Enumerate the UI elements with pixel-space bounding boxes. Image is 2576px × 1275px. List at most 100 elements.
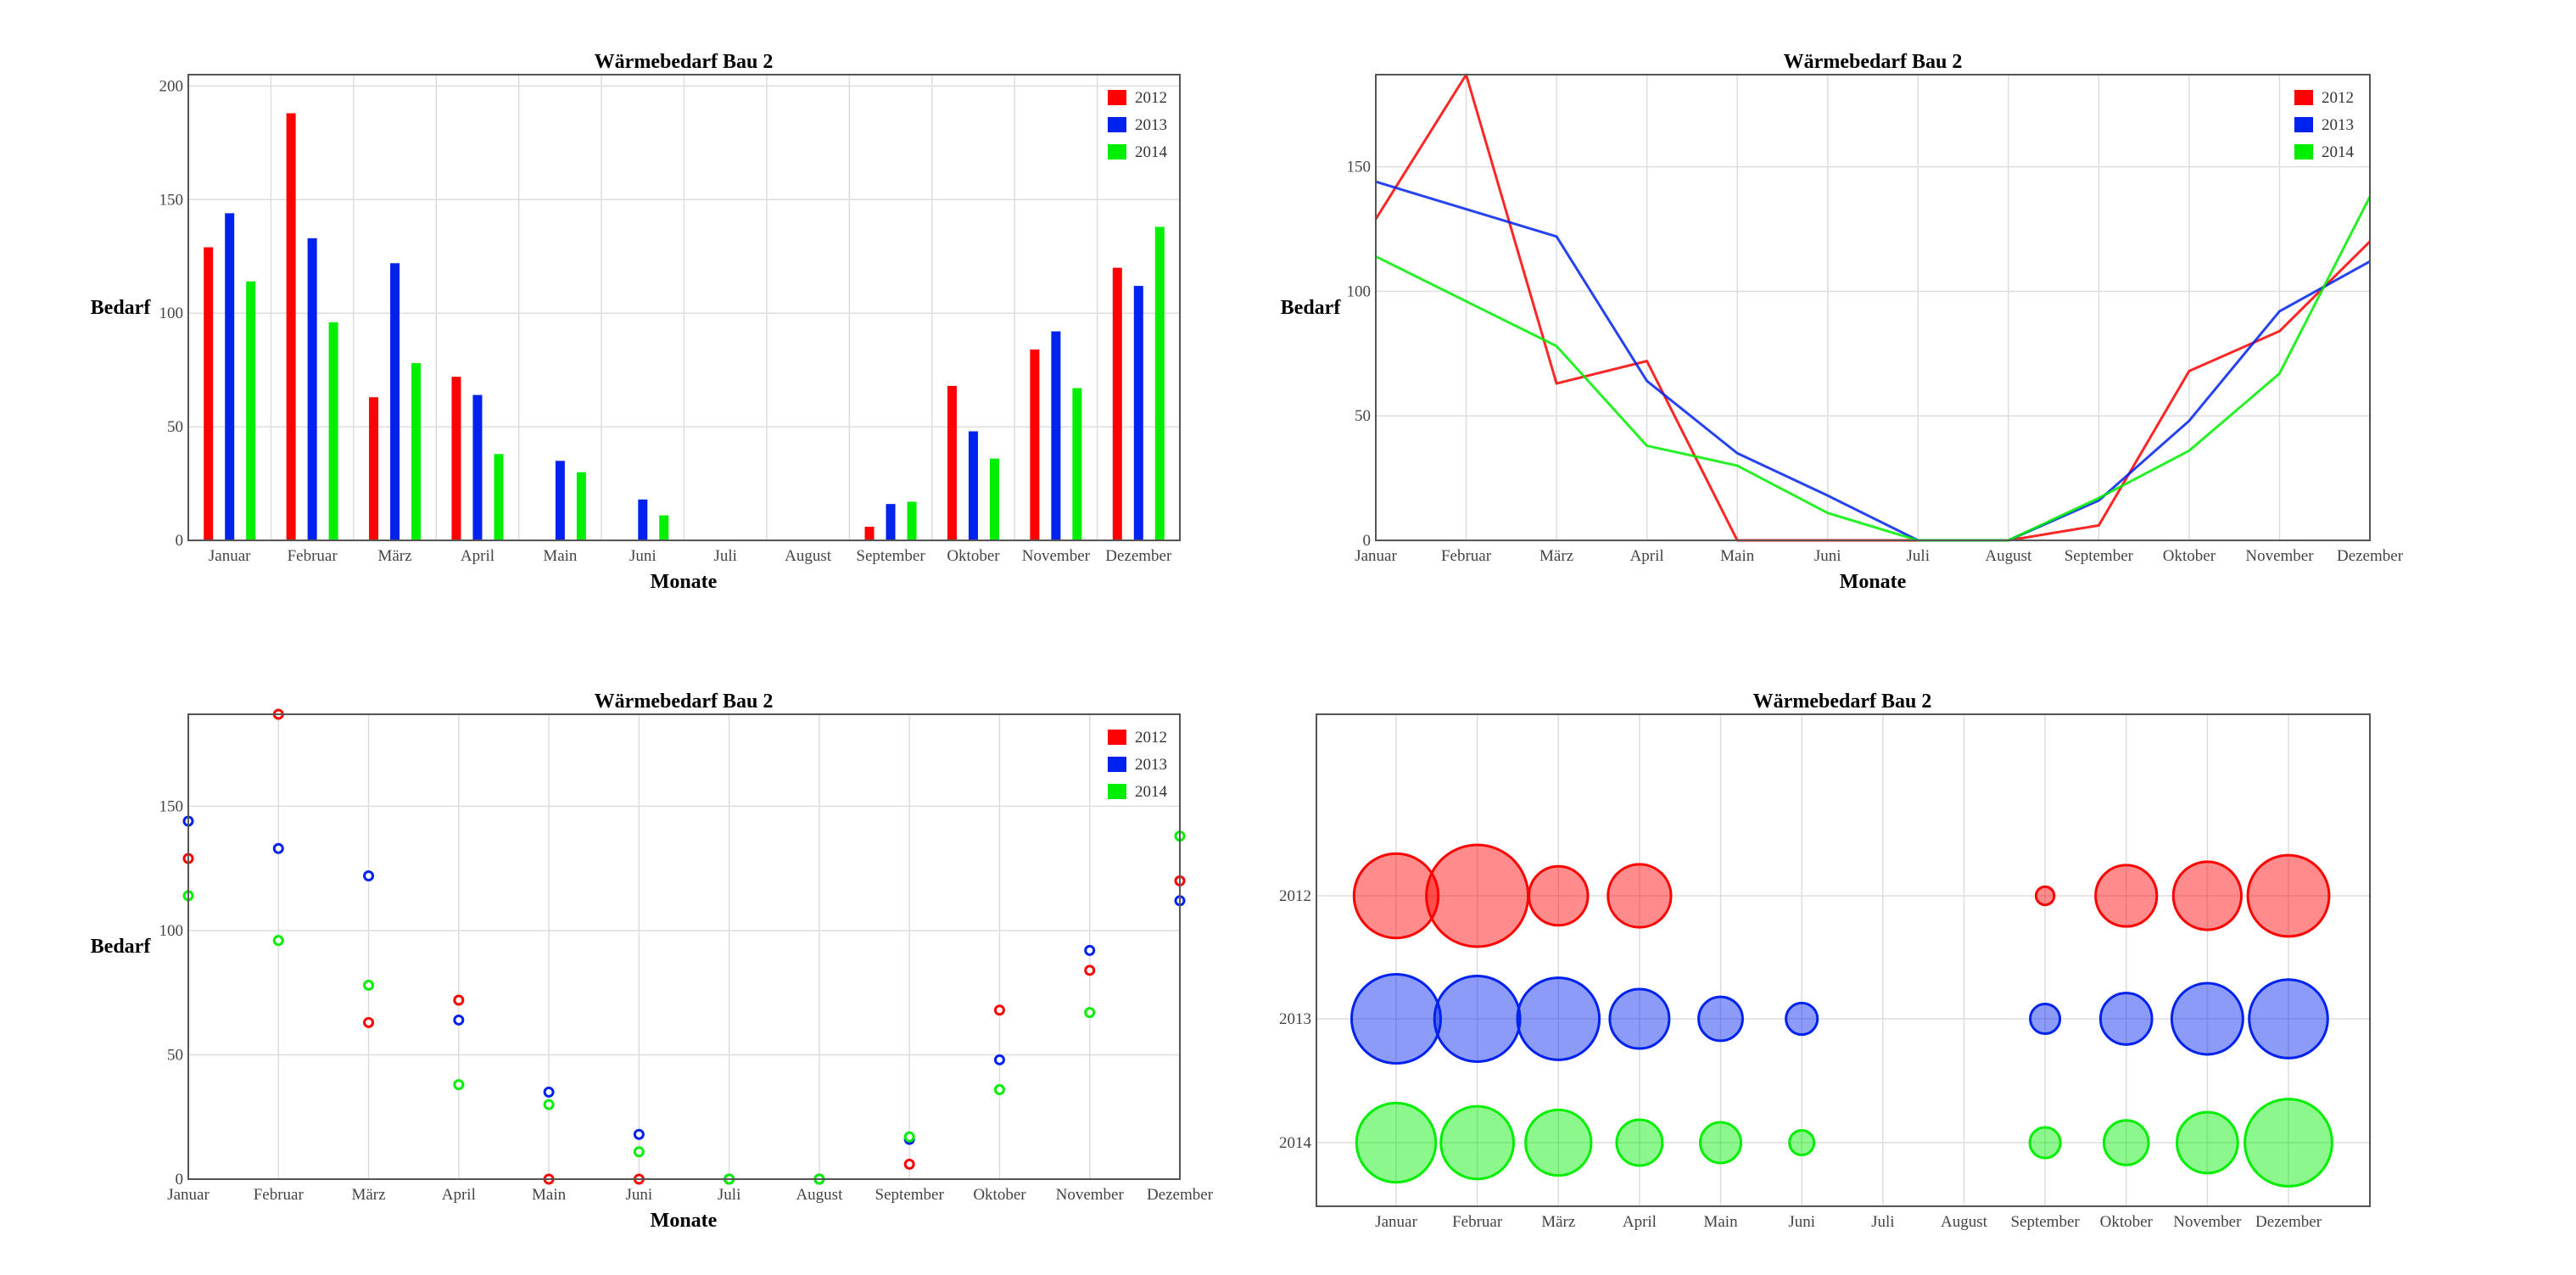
legend-label-2014: 2014 [1135, 143, 1168, 161]
series-line-2013 [1375, 180, 2371, 542]
y-axis-label: Bedarf [91, 297, 152, 319]
bar-2012-februar [286, 113, 296, 540]
bubble-2014-januar [1355, 1101, 1438, 1184]
bubble-2012-april [1607, 863, 1673, 929]
bubble-2013-februar [1433, 975, 1522, 1063]
bubble-2013-juni [1785, 1001, 1819, 1037]
legend-swatch-2014 [1108, 144, 1126, 159]
bar-2013-september [886, 504, 896, 540]
x-tick-februar: Februar [1452, 1213, 1503, 1231]
point-2013-main [543, 1086, 555, 1098]
bubble-2013-november [2170, 981, 2244, 1056]
x-tick-januar: Januar [167, 1186, 210, 1204]
y-tick-label: 0 [176, 1171, 184, 1188]
y-tick-2012: 2012 [1279, 887, 1311, 905]
x-tick-april: April [1630, 547, 1664, 565]
legend-swatch-2012 [1108, 90, 1126, 105]
chart-title: Wärmebedarf Bau 2 [1753, 691, 1932, 713]
point-2014-main [543, 1099, 555, 1110]
point-2012-november [1084, 965, 1096, 976]
x-tick-september: September [2010, 1213, 2080, 1231]
bar-2012-januar [204, 247, 214, 540]
legend-swatch-2012 [2294, 90, 2313, 105]
legend-swatch-2012 [1108, 730, 1126, 745]
x-tick-maerz: März [1541, 1213, 1575, 1231]
legend-label-2013: 2013 [2322, 116, 2354, 134]
legend-swatch-2014 [1108, 784, 1126, 799]
bar-2013-november [1051, 331, 1061, 540]
y-tick-label: 50 [1355, 407, 1371, 425]
x-axis-label: Monate [651, 1210, 718, 1232]
bubble-2012-dezember [2246, 853, 2331, 938]
bar-2012-november [1030, 350, 1040, 540]
scatter-chart: Wärmebedarf Bau 2 Bedarf Monate 0 50 100 15… [91, 691, 1214, 1232]
x-tick-dezember: Dezember [1147, 1186, 1214, 1204]
y-tick-label: 100 [159, 305, 184, 322]
point-2012-oktober [993, 1004, 1005, 1016]
y-tick-label: 150 [1347, 159, 1372, 176]
y-tick-label: 100 [1347, 282, 1372, 300]
x-tick-main: Main [1703, 1213, 1738, 1231]
x-tick-juli: Juli [718, 1186, 740, 1204]
point-2013-maerz [363, 870, 375, 881]
plot-frame [187, 713, 1181, 1180]
y-tick-label: 150 [159, 797, 184, 815]
x-tick-november: November [1022, 547, 1091, 565]
plot-frame [1375, 74, 2371, 541]
x-tick-oktober: Oktober [2163, 547, 2216, 565]
chart-title: Wärmebedarf Bau 2 [595, 51, 774, 73]
y-tick-label: 50 [167, 1046, 183, 1064]
point-2014-maerz [363, 979, 375, 991]
x-tick-main: Main [532, 1186, 567, 1204]
y-tick-label: 0 [176, 532, 184, 550]
bar-2013-april [472, 394, 483, 540]
chart-title: Wärmebedarf Bau 2 [595, 691, 774, 713]
bar-2012-oktober [947, 385, 957, 540]
bar-2014-november [1072, 388, 1082, 540]
x-axis-label: Monate [651, 571, 718, 593]
y-tick-label: 0 [1363, 532, 1372, 550]
bubble-2013-januar [1349, 972, 1443, 1065]
bar-2013-maerz [390, 263, 400, 540]
bubble-2014-juni [1788, 1128, 1816, 1157]
bar-2014-april [494, 454, 504, 540]
bubble-2013-dezember [2248, 978, 2329, 1060]
point-2014-februar [272, 935, 284, 947]
bubble-2014-dezember [2244, 1098, 2333, 1188]
x-tick-august: August [1941, 1213, 1988, 1231]
bubble-chart: Wärmebedarf Bau 2 Januar Februar März April… [1279, 691, 2371, 1231]
x-tick-august: August [785, 547, 832, 565]
x-tick-september: September [875, 1186, 945, 1204]
x-tick-juni: Juni [629, 547, 657, 565]
x-tick-maerz: März [1539, 547, 1573, 565]
y-tick-label: 150 [159, 191, 184, 209]
point-2014-september [903, 1131, 915, 1143]
bar-2014-main [576, 472, 586, 540]
bubble-2014-februar [1439, 1104, 1516, 1181]
bubble-2014-april [1615, 1118, 1664, 1167]
legend-label-2012: 2012 [2322, 89, 2354, 107]
bar-2014-oktober [989, 458, 999, 540]
x-tick-april: April [442, 1186, 476, 1204]
x-tick-maerz: März [377, 547, 411, 565]
bar-2013-main [555, 461, 565, 540]
line-chart: Wärmebedarf Bau 2 Bedarf Monate 0 50 100 15… [1281, 51, 2404, 593]
x-tick-august: August [796, 1186, 843, 1204]
y-axis-label: Bedarf [1281, 297, 1342, 319]
legend-swatch-2013 [1108, 117, 1126, 132]
bubble-2013-maerz [1516, 976, 1601, 1061]
point-2014-april [453, 1079, 465, 1091]
bubble-2012-oktober [2094, 864, 2159, 928]
bubble-2012-februar [1425, 843, 1530, 948]
x-tick-maerz: März [351, 1186, 385, 1204]
x-tick-april: April [1623, 1213, 1657, 1231]
bar-2014-september [907, 501, 917, 540]
point-2012-maerz [363, 1016, 375, 1028]
bubble-2012-maerz [1528, 864, 1590, 927]
plot-frame [187, 74, 1181, 541]
legend-swatch-2013 [2294, 117, 2313, 132]
legend-label-2012: 2012 [1135, 89, 1167, 107]
bar-2013-februar [307, 238, 317, 540]
x-tick-november: November [1056, 1186, 1125, 1204]
bar-2014-dezember [1154, 226, 1165, 540]
